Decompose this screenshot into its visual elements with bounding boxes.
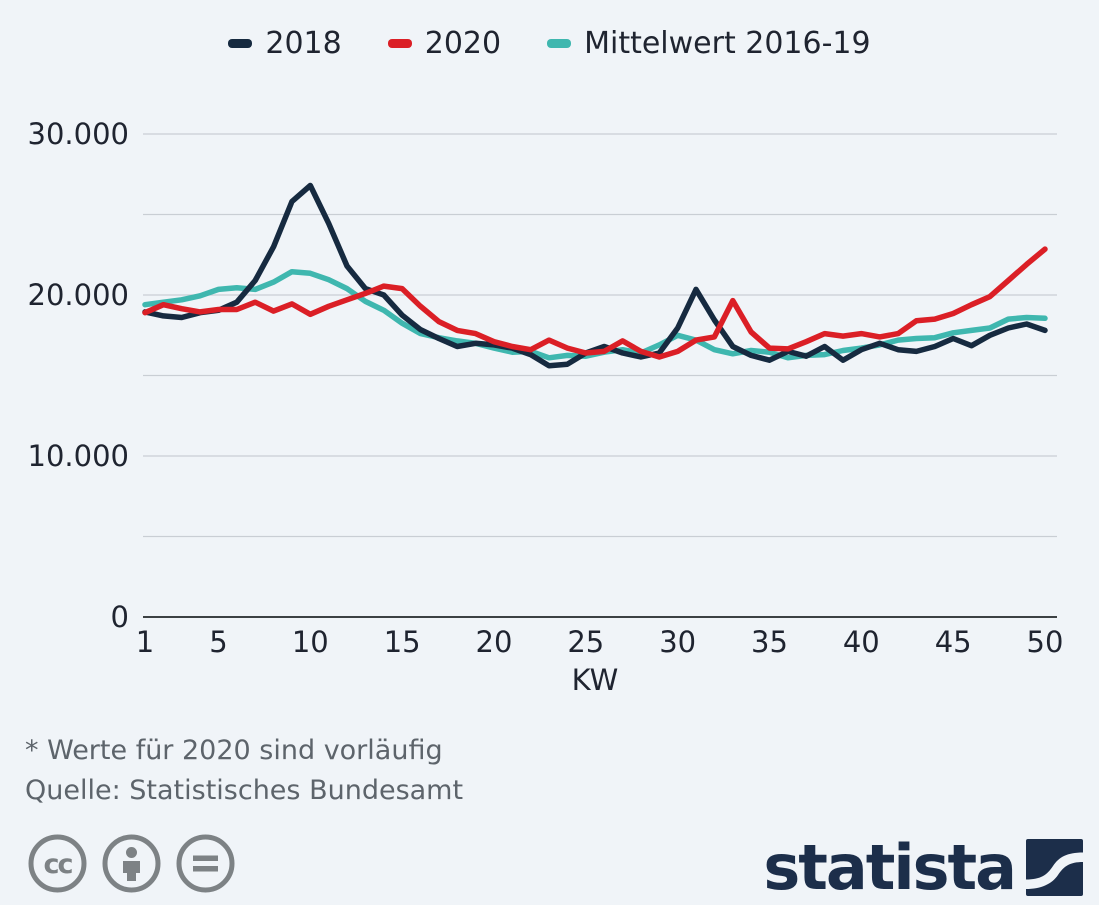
legend-swatch-2018-icon [228,39,253,48]
chart-footnotes: * Werte für 2020 sind vorläufig Quelle: … [25,731,463,811]
x-axis-tick-label: 1 [136,625,154,659]
x-axis-tick-label: 45 [935,625,972,659]
x-axis-tick-label: 10 [292,625,329,659]
legend-swatch-mittelwert-icon [547,39,572,48]
x-axis-tick-label: 50 [1027,625,1064,659]
cc-icon: cc [28,834,87,893]
legend-label-2020: 2020 [424,26,502,61]
statista-logo-text: statista [763,831,1017,904]
cc-nd-equals-icon [176,834,235,893]
statista-logo-mark-icon [1026,839,1083,896]
x-axis-tick-label: 35 [751,625,788,659]
y-axis-tick-label: 0 [111,600,129,634]
chart-legend: 2018 2020 Mittelwert 2016-19 [0,26,1099,61]
x-axis-tick-label: 30 [659,625,696,659]
legend-swatch-2020-icon [387,39,412,48]
legend-item-2018: 2018 [228,26,342,61]
footnote-preliminary: * Werte für 2020 sind vorläufig [25,735,443,766]
cc-by-person-icon [102,834,161,893]
x-axis-tick-label: 40 [843,625,880,659]
source-line: Quelle: Statistisches Bundesamt [25,775,464,806]
x-axis-tick-label: 15 [384,625,421,659]
x-axis-tick-label: 5 [209,625,227,659]
legend-item-2020: 2020 [387,26,502,61]
statista-logo: statista [763,831,1083,904]
series-line-mittelwert-2016-19 [142,268,1048,361]
x-axis-tick-label: 25 [567,625,604,659]
y-axis-tick-label: 30.000 [28,117,129,151]
y-axis-tick-label: 10.000 [28,439,129,473]
svg-text:cc: cc [43,849,72,880]
cc-license: cc [27,833,236,894]
y-axis-tick-label: 20.000 [28,278,129,312]
legend-label-mittelwert: Mittelwert 2016-19 [584,26,871,61]
x-axis-title: KW [572,663,619,697]
series-line-2020 [142,246,1048,360]
legend-item-mittelwert: Mittelwert 2016-19 [547,26,871,61]
legend-label-2018: 2018 [265,26,342,61]
x-axis-tick-label: 20 [476,625,513,659]
